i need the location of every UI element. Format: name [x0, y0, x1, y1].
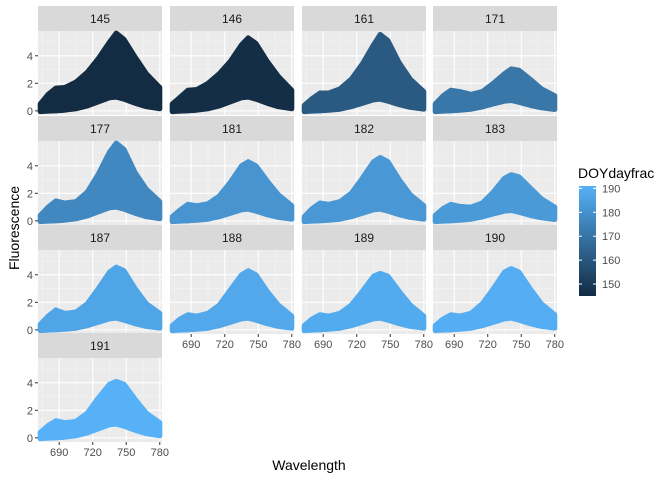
x-tick-label: 690 [445, 339, 463, 351]
facet-strip-label: 183 [485, 122, 505, 136]
y-tick-label: 2 [27, 188, 33, 200]
facet-strip [38, 333, 162, 358]
x-tick-label: 720 [348, 339, 366, 351]
facet-panel-187: 187 [37, 225, 163, 334]
facet-panel-177: 177 [37, 116, 163, 225]
facet-strip [302, 6, 426, 31]
facet-strip-label: 190 [485, 231, 505, 245]
facet-strip [170, 116, 294, 141]
x-tick-label: 750 [512, 339, 530, 351]
x-tick-label: 720 [84, 447, 102, 459]
fluorescence-area-191 [37, 378, 163, 442]
facet-strip-label: 182 [354, 122, 374, 136]
legend-tick-label: 160 [602, 255, 620, 267]
x-tick-label: 690 [182, 339, 200, 351]
facet-strip [170, 225, 294, 250]
facet-strip-label: 145 [90, 12, 110, 26]
facet-panel-190: 190 [432, 225, 558, 334]
y-tick-label: 4 [27, 161, 33, 173]
fluorescence-area-161 [301, 31, 427, 115]
x-tick-label: 780 [546, 339, 564, 351]
legend-title: DOYdayfrac [578, 165, 654, 181]
facet-strip-label: 187 [90, 231, 110, 245]
y-tick-label: 2 [27, 78, 33, 90]
facet-strip-label: 171 [485, 12, 505, 26]
fluorescence-area-183 [432, 172, 558, 225]
facet-panel-181: 181 [169, 116, 295, 225]
facet-strip-label: 181 [222, 122, 242, 136]
fluorescence-area-171 [432, 66, 558, 115]
fluorescence-area-189 [301, 270, 427, 334]
y-tick-label: 4 [27, 378, 33, 390]
facet-strip [170, 6, 294, 31]
y-tick-label: 0 [27, 106, 33, 118]
y-axis-title: Fluorescence [6, 186, 22, 270]
x-tick-label: 720 [216, 339, 234, 351]
facet-strip [302, 225, 426, 250]
x-tick-label: 750 [249, 339, 267, 351]
x-tick-label: 780 [415, 339, 433, 351]
y-tick-label: 2 [27, 297, 33, 309]
y-tick-label: 0 [27, 325, 33, 337]
facet-strip [433, 225, 557, 250]
facet-strip [38, 116, 162, 141]
facet-panel-189: 189 [301, 225, 427, 334]
y-tick-label: 4 [27, 270, 33, 282]
facet-panel-171: 171 [432, 6, 558, 115]
facet-strip-label: 161 [354, 12, 374, 26]
facet-strip [302, 116, 426, 141]
facet-panel-145: 145 [37, 6, 163, 115]
fluorescence-area-188 [169, 268, 295, 334]
legend-tick-label: 150 [602, 279, 620, 291]
y-tick-label: 4 [27, 51, 33, 63]
fluorescence-area-187 [37, 264, 163, 334]
fluorescence-area-181 [169, 159, 295, 225]
fluorescence-area-145 [37, 30, 163, 115]
legend-colorbar [579, 186, 596, 296]
fluorescence-area-190 [432, 266, 558, 334]
facet-strip-label: 188 [222, 231, 242, 245]
y-tick-label: 0 [27, 216, 33, 228]
x-tick-label: 690 [50, 447, 68, 459]
facet-strip [433, 116, 557, 141]
fluorescence-area-146 [169, 35, 295, 115]
facet-panels: 145 146 161 171 177 181 182 183 187 188 189 190 191 [37, 6, 558, 442]
facet-strip-label: 177 [90, 122, 110, 136]
legend-tick-label: 170 [602, 231, 620, 243]
facet-strip-label: 146 [222, 12, 242, 26]
facet-panel-182: 182 [301, 116, 427, 225]
x-tick-label: 690 [314, 339, 332, 351]
legend-tick-label: 180 [602, 207, 620, 219]
y-tick-label: 0 [27, 433, 33, 445]
facet-panel-146: 146 [169, 6, 295, 115]
facet-panel-188: 188 [169, 225, 295, 334]
facet-strip [38, 225, 162, 250]
facet-strip-label: 189 [354, 231, 374, 245]
facet-strip [38, 6, 162, 31]
x-axis-title: Wavelength [272, 457, 345, 473]
y-tick-label: 2 [27, 405, 33, 417]
facet-panel-183: 183 [432, 116, 558, 225]
x-tick-label: 750 [117, 447, 135, 459]
x-axis-ticks: 690 720 750 780 690 720 750 780 690 720 750 780 690 7… [50, 334, 564, 459]
facet-panel-191: 191 [37, 333, 163, 442]
facet-strip-label: 191 [90, 339, 110, 353]
x-tick-label: 780 [283, 339, 301, 351]
x-tick-label: 720 [479, 339, 497, 351]
facet-panel-161: 161 [301, 6, 427, 115]
x-tick-label: 750 [381, 339, 399, 351]
y-axis-ticks: 0 2 4 0 2 4 0 2 4 0 2 4 [27, 51, 38, 445]
fluorescence-area-182 [301, 155, 427, 225]
facet-strip [433, 6, 557, 31]
fluorescence-area-177 [37, 140, 163, 225]
x-tick-label: 780 [151, 447, 169, 459]
legend-tick-label: 190 [602, 183, 620, 195]
color-legend: DOYdayfrac 150 160 170 180 190 [578, 165, 654, 296]
